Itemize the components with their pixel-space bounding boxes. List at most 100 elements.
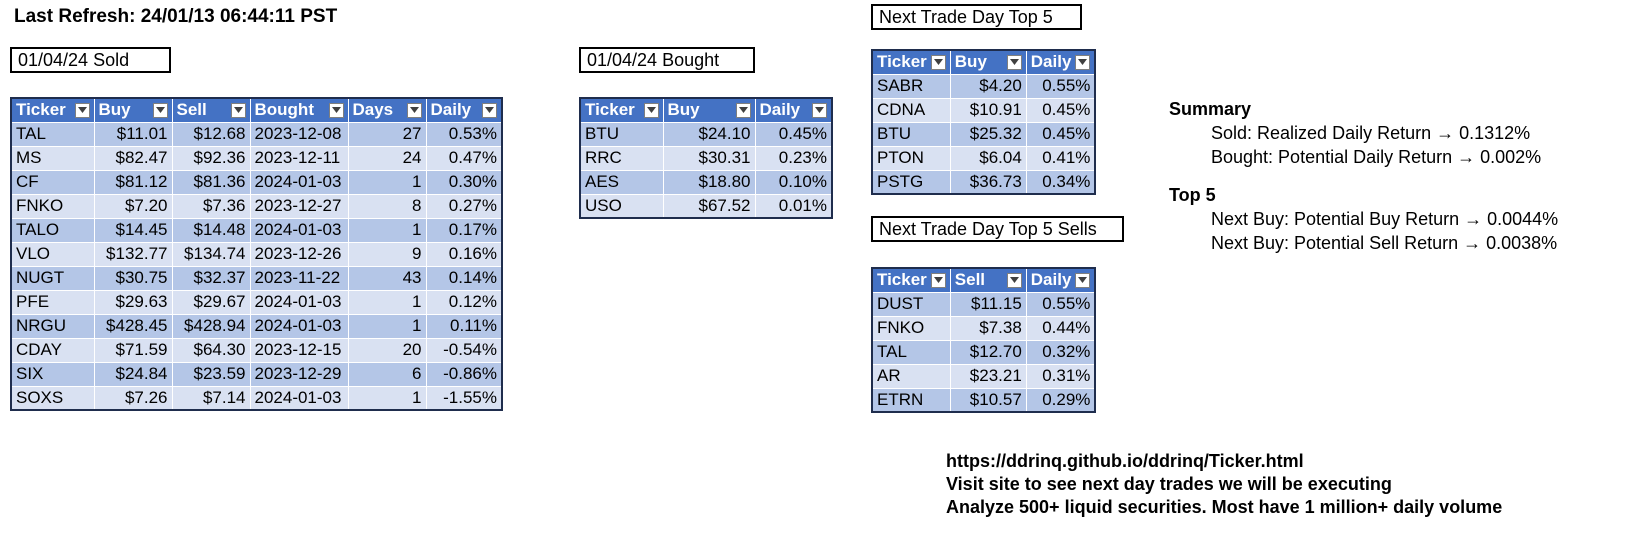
cell-buy: $71.59	[93, 337, 173, 363]
cell-sell: $12.68	[171, 121, 251, 147]
cell-ticker: NRGU	[10, 313, 95, 339]
table-row: TAL $11.01 $12.68 2023-12-08 27 0.53%	[10, 121, 503, 147]
filter-dropdown-icon[interactable]	[643, 102, 659, 118]
cell-daily: 0.17%	[425, 217, 503, 243]
cell-daily: 0.41%	[1025, 145, 1096, 171]
cell-ticker: TALO	[10, 217, 95, 243]
cell-buy: $7.26	[93, 385, 173, 411]
column-header-label: Ticker	[877, 52, 927, 72]
cell-bought: 2024-01-03	[249, 385, 349, 411]
column-header-label: Sell	[176, 100, 207, 120]
cell-ticker: NUGT	[10, 265, 95, 291]
cell-daily: 0.29%	[1025, 387, 1096, 413]
table-row: MS $82.47 $92.36 2023-12-11 24 0.47%	[10, 145, 503, 171]
cell-days: 43	[347, 265, 427, 291]
cell-days: 27	[347, 121, 427, 147]
filter-dropdown-icon[interactable]	[406, 102, 422, 118]
table-row: AES $18.80 0.10%	[579, 169, 833, 195]
table-row: SIX $24.84 $23.59 2023-12-29 6 -0.86%	[10, 361, 503, 387]
filter-dropdown-icon[interactable]	[328, 102, 344, 118]
sold-header-row: Ticker Buy Sell Bought Days Daily	[10, 97, 503, 123]
filter-dropdown-icon[interactable]	[1075, 272, 1091, 288]
top5-sells-label: Next Trade Day Top 5 Sells	[871, 216, 1124, 242]
cell-ticker: TAL	[871, 339, 951, 365]
cell-daily: 0.16%	[425, 241, 503, 267]
table-row: VLO $132.77 $134.74 2023-12-26 9 0.16%	[10, 241, 503, 267]
filter-dropdown-icon[interactable]	[74, 102, 90, 118]
column-header-label: Ticker	[585, 100, 635, 120]
top5-table: Ticker Buy Daily SABR $4.20 0.55% CDNA $10.91 0…	[871, 49, 1097, 195]
column-header-ticker: Ticker	[871, 267, 951, 293]
column-header-label: Daily	[1030, 52, 1072, 72]
filter-dropdown-icon[interactable]	[1006, 54, 1022, 70]
site-url: https://ddrinq.github.io/ddrinq/Ticker.h…	[946, 451, 1304, 471]
cell-ticker: FNKO	[871, 315, 951, 341]
table-row: CDAY $71.59 $64.30 2023-12-15 20 -0.54%	[10, 337, 503, 363]
cell-days: 1	[347, 289, 427, 315]
cell-days: 1	[347, 385, 427, 411]
cell-ticker: ETRN	[871, 387, 951, 413]
filter-dropdown-icon[interactable]	[230, 102, 246, 118]
cell-sell: $7.36	[171, 193, 251, 219]
filter-dropdown-icon[interactable]	[930, 54, 946, 70]
cell-ticker: RRC	[579, 145, 664, 171]
filter-dropdown-icon[interactable]	[1006, 272, 1022, 288]
column-header-ticker: Ticker	[10, 97, 95, 123]
cell-days: 9	[347, 241, 427, 267]
cell-ticker: PTON	[871, 145, 951, 171]
table-row: TAL $12.70 0.32%	[871, 339, 1096, 365]
table-row: SOXS $7.26 $7.14 2024-01-03 1 -1.55%	[10, 385, 503, 411]
cell-daily: 0.47%	[425, 145, 503, 171]
cell-sell: $428.94	[171, 313, 251, 339]
cell-daily: 0.27%	[425, 193, 503, 219]
top5-heading: Top 5	[1169, 185, 1216, 205]
column-header-content: Buy	[668, 100, 751, 120]
filter-dropdown-icon[interactable]	[812, 102, 827, 118]
cell-ticker: PSTG	[871, 169, 951, 195]
cell-bought: 2023-12-11	[249, 145, 349, 171]
last-refresh: Last Refresh: 24/01/13 06:44:11 PST	[14, 6, 338, 27]
cell-daily: -1.55%	[425, 385, 503, 411]
top5-header-row: Ticker Buy Daily	[871, 49, 1096, 75]
cell-sell: $134.74	[171, 241, 251, 267]
table-row: TALO $14.45 $14.48 2024-01-03 1 0.17%	[10, 217, 503, 243]
table-row: PFE $29.63 $29.67 2024-01-03 1 0.12%	[10, 289, 503, 315]
filter-dropdown-icon[interactable]	[735, 102, 751, 118]
column-header-bought: Bought	[249, 97, 349, 123]
filter-dropdown-icon[interactable]	[152, 102, 168, 118]
table-row: AR $23.21 0.31%	[871, 363, 1096, 389]
cell-ticker: PFE	[10, 289, 95, 315]
cell-daily: 0.45%	[1025, 121, 1096, 147]
column-header-label: Bought	[254, 100, 314, 120]
cell-daily: 0.11%	[425, 313, 503, 339]
cell-daily: 0.01%	[754, 193, 833, 219]
footer-block: https://ddrinq.github.io/ddrinq/Ticker.h…	[946, 450, 1502, 519]
bought-label: 01/04/24 Bought	[579, 47, 755, 73]
cell-sell: $32.37	[171, 265, 251, 291]
column-header-content: Daily	[430, 100, 497, 120]
cell-bought: 2024-01-03	[249, 289, 349, 315]
filter-dropdown-icon[interactable]	[930, 272, 946, 288]
column-header-content: Sell	[177, 100, 246, 120]
column-header-content: Buy	[955, 52, 1022, 72]
cell-sell: $11.15	[949, 291, 1027, 317]
column-header-content: Ticker	[16, 100, 90, 120]
cell-buy: $18.80	[662, 169, 756, 195]
table-row: CDNA $10.91 0.45%	[871, 97, 1096, 123]
cell-daily: 0.45%	[754, 121, 833, 147]
cell-daily: 0.14%	[425, 265, 503, 291]
cell-bought: 2024-01-03	[249, 313, 349, 339]
cell-buy: $24.10	[662, 121, 756, 147]
cell-sell: $10.57	[949, 387, 1027, 413]
column-header-content: Daily	[760, 100, 827, 120]
column-header-label: Days	[352, 100, 394, 120]
column-header-content: Ticker	[877, 52, 946, 72]
cell-daily: 0.53%	[425, 121, 503, 147]
filter-dropdown-icon[interactable]	[1075, 54, 1091, 70]
column-header-content: Ticker	[877, 270, 946, 290]
filter-dropdown-icon[interactable]	[482, 102, 497, 118]
sold-label: 01/04/24 Sold	[10, 47, 171, 73]
cell-buy: $10.91	[949, 97, 1027, 123]
column-header-label: Daily	[1030, 270, 1072, 290]
column-header-label: Daily	[430, 100, 472, 120]
